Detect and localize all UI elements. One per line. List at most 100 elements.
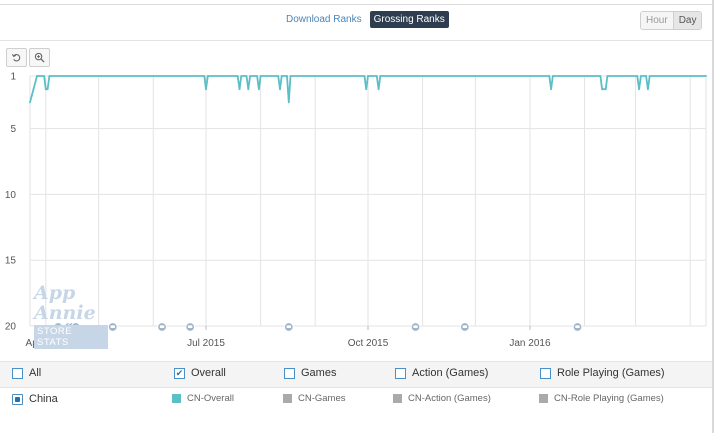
filter-all[interactable]: All: [12, 367, 41, 379]
data-point: [205, 88, 207, 91]
tab-download-ranks[interactable]: Download Ranks: [286, 14, 362, 25]
legend-cn-games: CN-Games: [283, 393, 346, 404]
data-point: [639, 75, 642, 77]
watermark-subtitle: STORE STATS: [34, 325, 108, 349]
filter-label: Overall: [191, 367, 226, 379]
reset-zoom-icon: [11, 53, 21, 62]
data-point: [363, 75, 366, 77]
filter-action-games[interactable]: Action (Games): [395, 367, 488, 379]
data-point: [257, 88, 260, 91]
legend-label: CN-Games: [298, 393, 346, 404]
event-marker-glyph: [413, 325, 418, 328]
data-point: [277, 75, 280, 77]
event-marker-glyph: [286, 325, 291, 328]
legend-swatch: [172, 394, 181, 403]
day-button[interactable]: Day: [672, 12, 702, 29]
data-point: [379, 75, 382, 77]
event-marker-icon: [410, 322, 421, 332]
data-point: [287, 101, 290, 104]
event-marker-glyph: [187, 325, 193, 328]
radio-selected-icon[interactable]: [12, 393, 23, 405]
data-point: [638, 88, 641, 91]
data-point: [46, 88, 49, 91]
filter-games[interactable]: Games: [284, 367, 336, 379]
legend-label: CN-Action (Games): [408, 393, 491, 404]
y-tick-label: 20: [5, 322, 17, 333]
data-point: [548, 75, 551, 77]
event-marker-glyph: [159, 325, 165, 328]
hour-button[interactable]: Hour: [641, 12, 673, 29]
data-point: [240, 75, 243, 77]
event-markers: [53, 322, 583, 332]
category-filter-row: All ✔ Overall Games Action (Games) Role …: [0, 361, 712, 388]
y-tick-label: 15: [5, 256, 17, 267]
data-point: [604, 88, 607, 91]
legend-cn-overall: CN-Overall: [172, 393, 234, 404]
legend-cn-action-games: CN-Action (Games): [393, 393, 491, 404]
event-marker-icon: [572, 322, 583, 332]
data-point: [705, 75, 707, 77]
data-point: [48, 75, 51, 77]
country-china[interactable]: China: [12, 393, 58, 405]
data-point: [44, 88, 47, 91]
data-point: [238, 88, 241, 91]
checkbox-icon[interactable]: [12, 367, 23, 379]
data-point: [601, 88, 604, 91]
event-marker-icon: [283, 322, 294, 332]
data-point: [647, 88, 649, 91]
checkbox-icon[interactable]: [395, 367, 406, 379]
tab-grossing-ranks[interactable]: Grossing Ranks: [369, 11, 449, 28]
data-point: [245, 75, 248, 77]
data-point: [36, 75, 38, 77]
chart-series: [29, 75, 707, 104]
legend-swatch: [539, 394, 548, 403]
data-point: [645, 75, 648, 77]
legend-label: CN-Role Playing (Games): [554, 393, 664, 404]
data-point: [636, 75, 639, 77]
checkbox-icon[interactable]: [540, 367, 551, 379]
data-point: [203, 75, 206, 77]
checkbox-icon[interactable]: [284, 367, 295, 379]
data-point: [256, 75, 258, 77]
country-legend-row: China CN-Overall CN-Games CN-Action (Gam…: [0, 388, 712, 413]
toolbar-divider: [0, 40, 712, 41]
data-point: [599, 75, 602, 77]
legend-swatch: [283, 394, 292, 403]
legend-swatch: [393, 394, 402, 403]
filter-role-playing-games[interactable]: Role Playing (Games): [540, 367, 665, 379]
data-point: [551, 75, 554, 77]
y-tick-label: 1: [10, 72, 16, 83]
app-annie-watermark: App Annie STORE STATS: [34, 283, 108, 350]
event-marker-icon: [185, 322, 196, 332]
data-point: [367, 75, 369, 77]
filter-panel: All ✔ Overall Games Action (Games) Role …: [0, 361, 712, 413]
event-marker-icon: [107, 322, 118, 332]
rank-type-tabs: Download Ranks Grossing Ranks: [282, 11, 449, 28]
event-marker-glyph: [462, 325, 468, 328]
data-point: [280, 75, 283, 77]
resolution-toggle: Hour Day: [640, 11, 703, 30]
checkbox-checked-icon[interactable]: ✔: [174, 367, 185, 379]
data-point: [249, 75, 251, 77]
data-point: [365, 88, 368, 91]
filter-label: Action (Games): [412, 367, 489, 379]
data-point: [606, 75, 609, 77]
country-label: China: [29, 393, 58, 405]
legend-cn-role-playing-games: CN-Role Playing (Games): [539, 393, 664, 404]
data-point: [43, 75, 45, 77]
data-point: [648, 75, 651, 77]
zoom-in-icon: [34, 52, 45, 63]
data-point: [29, 101, 31, 104]
event-marker-glyph: [110, 325, 115, 328]
data-point: [32, 88, 35, 91]
watermark-title: App Annie: [34, 282, 96, 324]
zoom-in-button[interactable]: [29, 48, 50, 67]
filter-overall[interactable]: ✔ Overall: [174, 367, 226, 379]
event-marker-icon: [459, 322, 470, 332]
filter-label: All: [29, 367, 42, 379]
reset-zoom-button[interactable]: [6, 48, 27, 67]
event-marker-glyph: [575, 325, 580, 328]
x-tick-label: Jan 2016: [509, 338, 551, 349]
